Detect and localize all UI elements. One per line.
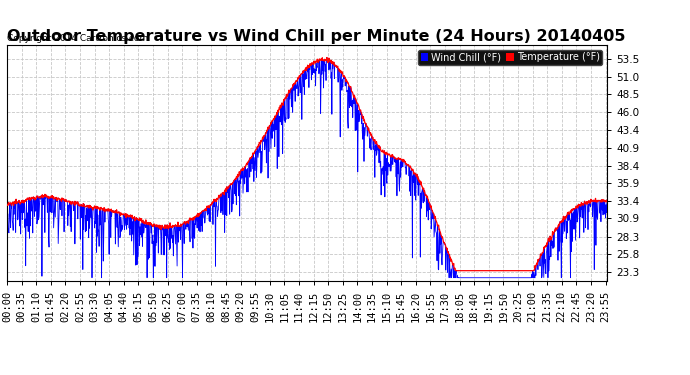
Legend: Wind Chill (°F), Temperature (°F): Wind Chill (°F), Temperature (°F) (418, 50, 602, 65)
Text: Outdoor Temperature vs Wind Chill per Minute (24 Hours) 20140405: Outdoor Temperature vs Wind Chill per Mi… (7, 29, 625, 44)
Text: Copyright 2014 Cartronics.com: Copyright 2014 Cartronics.com (7, 34, 148, 43)
